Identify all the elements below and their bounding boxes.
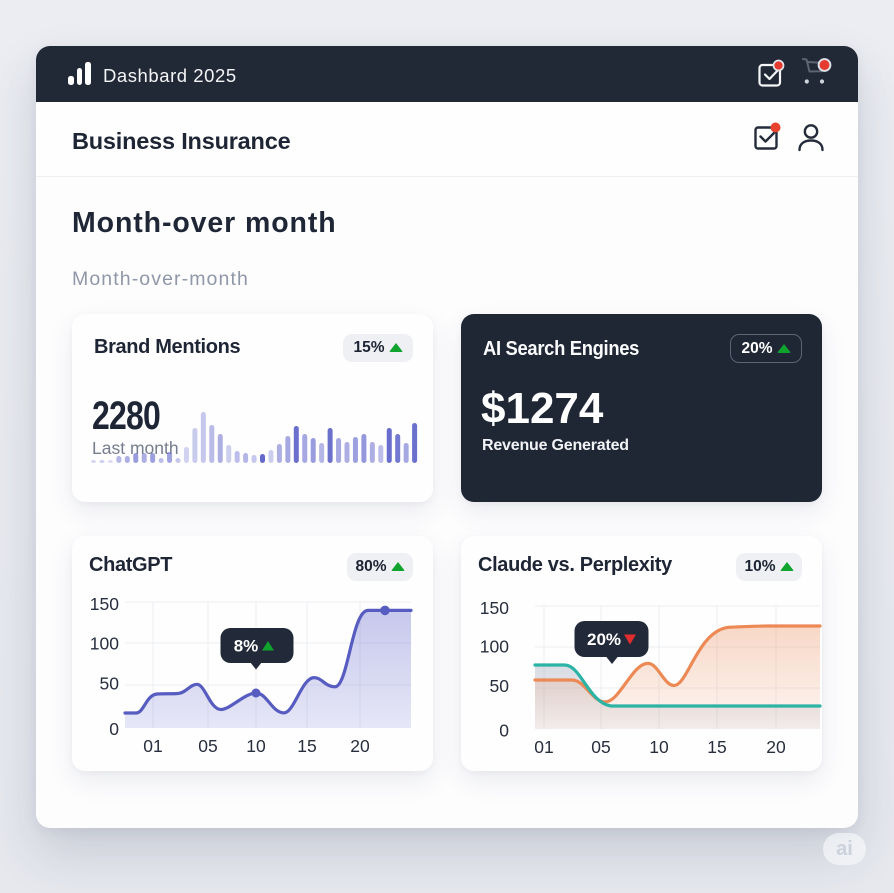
svg-text:50: 50 (490, 676, 510, 696)
svg-text:10: 10 (649, 737, 669, 757)
svg-text:20: 20 (766, 737, 786, 757)
svg-text:05: 05 (198, 736, 217, 756)
svg-text:0: 0 (109, 719, 119, 739)
svg-text:15: 15 (707, 737, 726, 757)
svg-text:05: 05 (591, 737, 610, 757)
svg-text:8%: 8% (234, 637, 259, 656)
svg-text:20: 20 (350, 736, 370, 756)
svg-text:01: 01 (534, 737, 553, 757)
svg-text:15: 15 (297, 736, 316, 756)
svg-text:01: 01 (143, 736, 162, 756)
svg-text:150: 150 (480, 598, 509, 618)
svg-text:10: 10 (246, 736, 266, 756)
svg-text:20%: 20% (587, 630, 621, 649)
svg-text:50: 50 (100, 674, 120, 694)
svg-text:100: 100 (480, 637, 509, 657)
svg-text:100: 100 (90, 634, 119, 654)
svg-text:150: 150 (90, 594, 119, 614)
svg-text:0: 0 (499, 721, 509, 741)
